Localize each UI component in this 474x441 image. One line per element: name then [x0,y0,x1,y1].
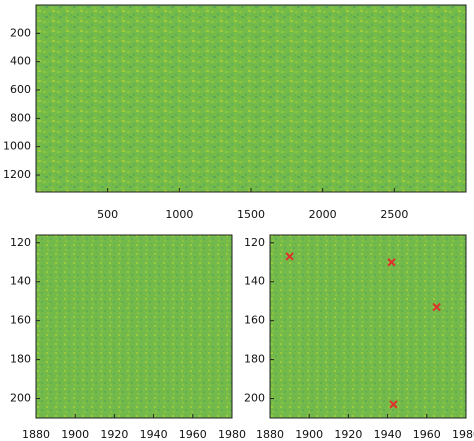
frame [35,4,467,193]
image [270,235,466,418]
image [36,235,232,418]
x-tick-label: 500 [97,208,118,221]
x-tick-label: 1880 [256,428,284,441]
x-tick-label: 1920 [334,428,362,441]
y-tick-label: 600 [10,83,31,96]
y-tick-label: 160 [244,314,265,327]
y-tick-label: 200 [244,392,265,405]
x-tick-label: 1500 [237,208,265,221]
x-tick-label: 1900 [61,428,89,441]
y-tick-label: 1000 [3,140,31,153]
y-tick-label: 800 [10,111,31,124]
marker [387,258,396,267]
x-tick-label: 1880 [22,428,50,441]
y-tick-label: 120 [244,236,265,249]
y-tick-label: 120 [10,236,31,249]
x-tick-label: 1960 [413,428,441,441]
y-tick-label: 1200 [3,168,31,181]
y-tick-label: 400 [10,55,31,68]
marker [285,252,294,261]
y-tick-label: 140 [10,275,31,288]
x-tick-label: 2000 [309,208,337,221]
x-tick-label: 1980 [452,428,474,441]
x-tick-label: 1900 [295,428,323,441]
marker [389,400,398,409]
x-tick-label: 1920 [100,428,128,441]
image [36,5,466,192]
x-tick-label: 2500 [380,208,408,221]
y-tick-label: 140 [244,275,265,288]
y-tick-label: 180 [244,353,265,366]
x-tick-label: 1960 [179,428,207,441]
x-tick-label: 1000 [165,208,193,221]
x-tick-label: 1980 [218,428,246,441]
x-tick-label: 1940 [140,428,168,441]
x-tick-label: 1940 [374,428,402,441]
y-tick-label: 160 [10,314,31,327]
y-tick-label: 200 [10,26,31,39]
frame [269,234,467,419]
marker [432,302,441,312]
frame [35,234,233,419]
y-tick-label: 200 [10,392,31,405]
y-tick-label: 180 [10,353,31,366]
